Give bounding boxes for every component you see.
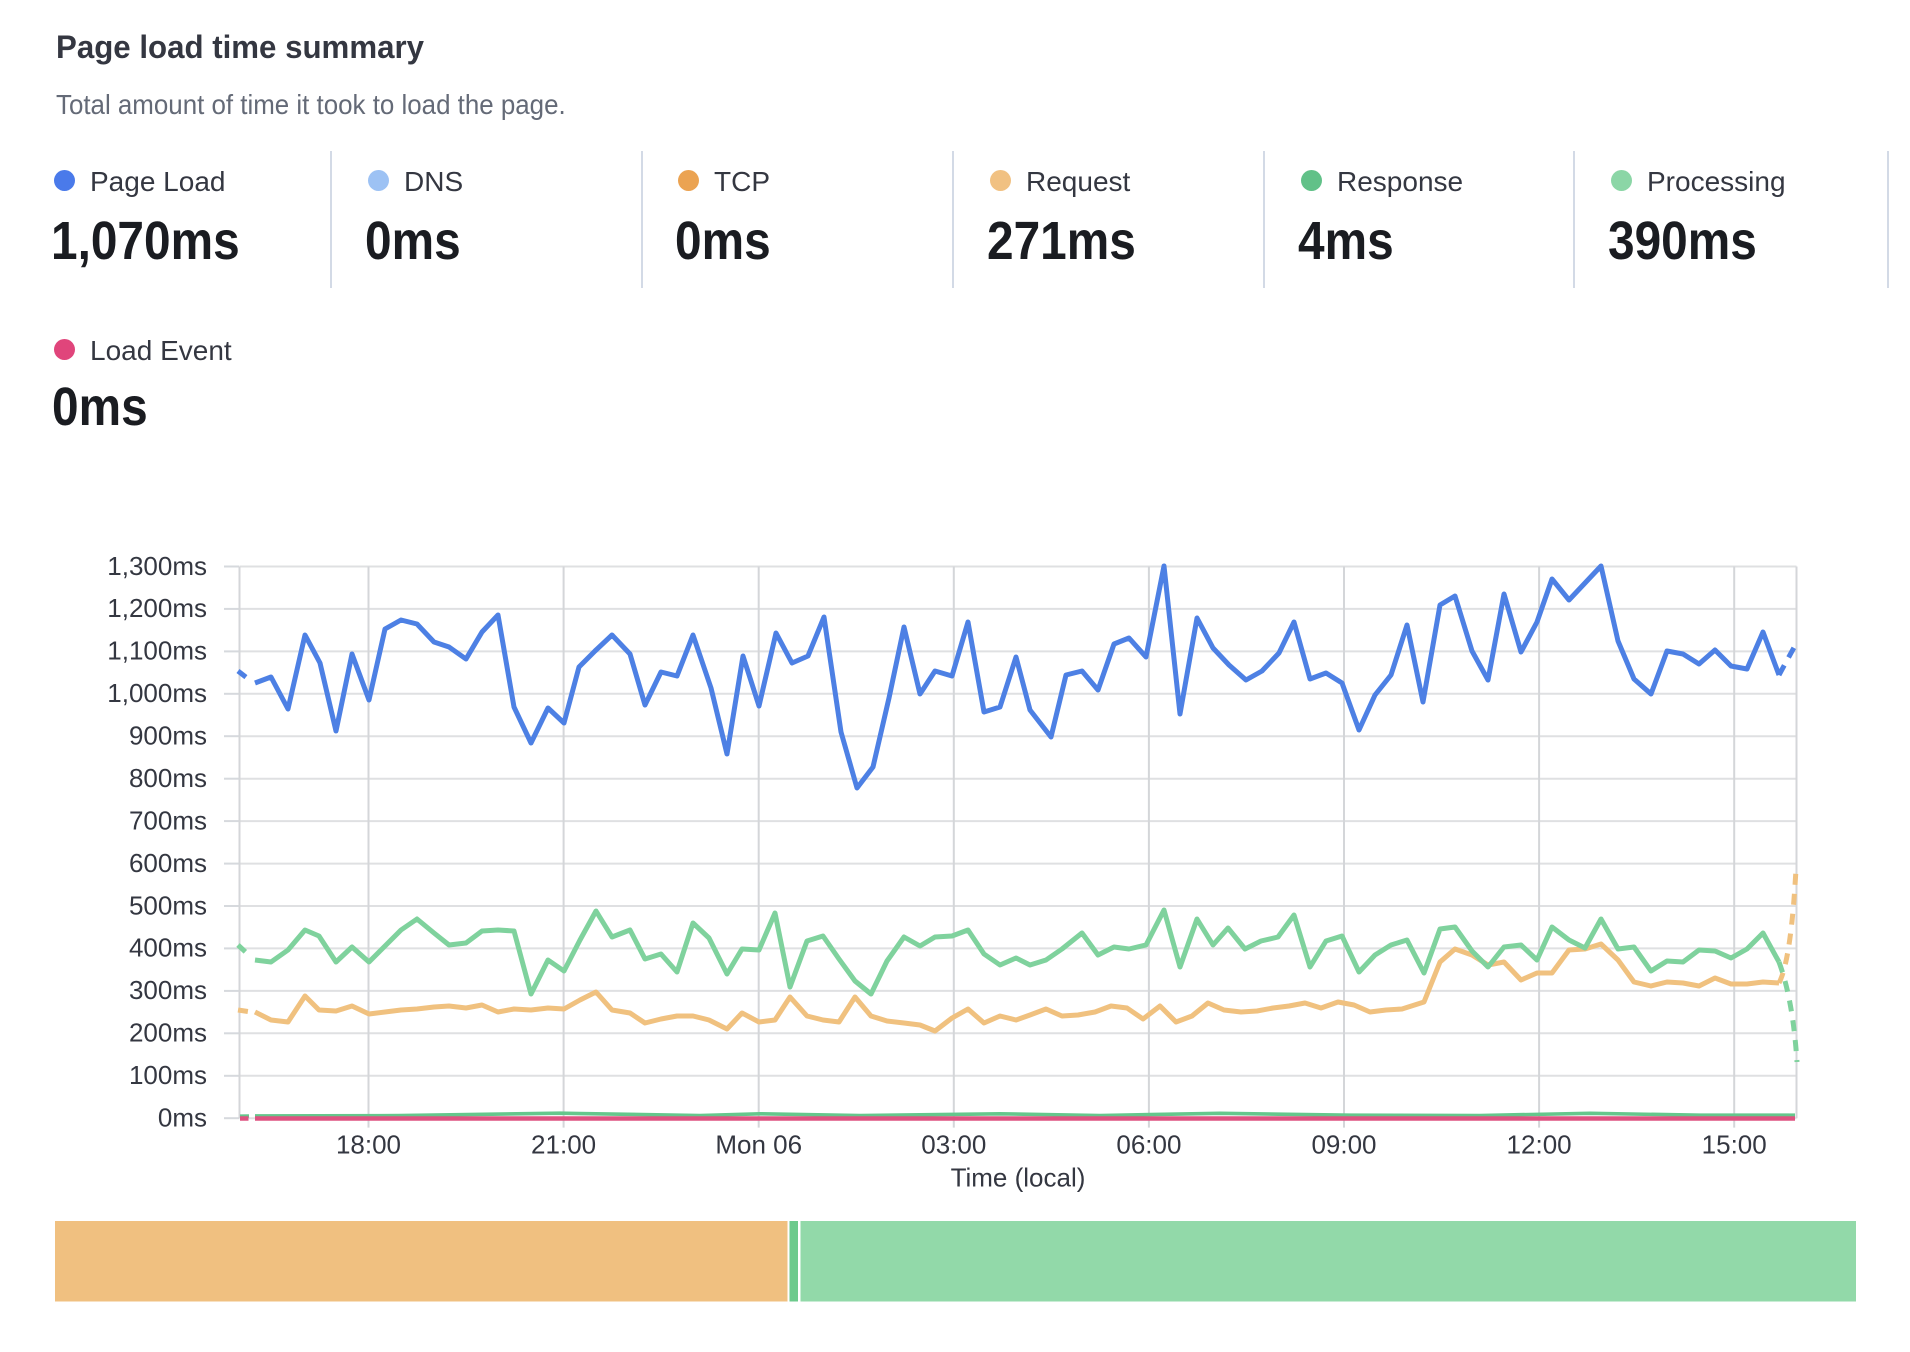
- svg-text:06:00: 06:00: [1116, 1130, 1181, 1160]
- svg-text:800ms: 800ms: [129, 763, 207, 793]
- svg-text:300ms: 300ms: [129, 975, 207, 1005]
- svg-text:1,200ms: 1,200ms: [107, 593, 207, 623]
- svg-text:21:00: 21:00: [531, 1130, 596, 1160]
- svg-text:15:00: 15:00: [1702, 1130, 1767, 1160]
- svg-text:600ms: 600ms: [129, 848, 207, 878]
- svg-text:03:00: 03:00: [921, 1130, 986, 1160]
- svg-text:09:00: 09:00: [1311, 1130, 1376, 1160]
- svg-text:1,300ms: 1,300ms: [107, 551, 207, 581]
- svg-text:18:00: 18:00: [336, 1130, 401, 1160]
- svg-text:1,000ms: 1,000ms: [107, 678, 207, 708]
- svg-text:Time (local): Time (local): [951, 1163, 1086, 1193]
- svg-text:1,100ms: 1,100ms: [107, 636, 207, 666]
- svg-text:400ms: 400ms: [129, 933, 207, 963]
- svg-text:700ms: 700ms: [129, 805, 207, 835]
- svg-text:200ms: 200ms: [129, 1018, 207, 1048]
- svg-text:100ms: 100ms: [129, 1060, 207, 1090]
- svg-text:0ms: 0ms: [158, 1103, 207, 1133]
- svg-text:500ms: 500ms: [129, 890, 207, 920]
- svg-text:900ms: 900ms: [129, 721, 207, 751]
- svg-text:12:00: 12:00: [1507, 1130, 1572, 1160]
- svg-text:Mon 06: Mon 06: [715, 1130, 802, 1160]
